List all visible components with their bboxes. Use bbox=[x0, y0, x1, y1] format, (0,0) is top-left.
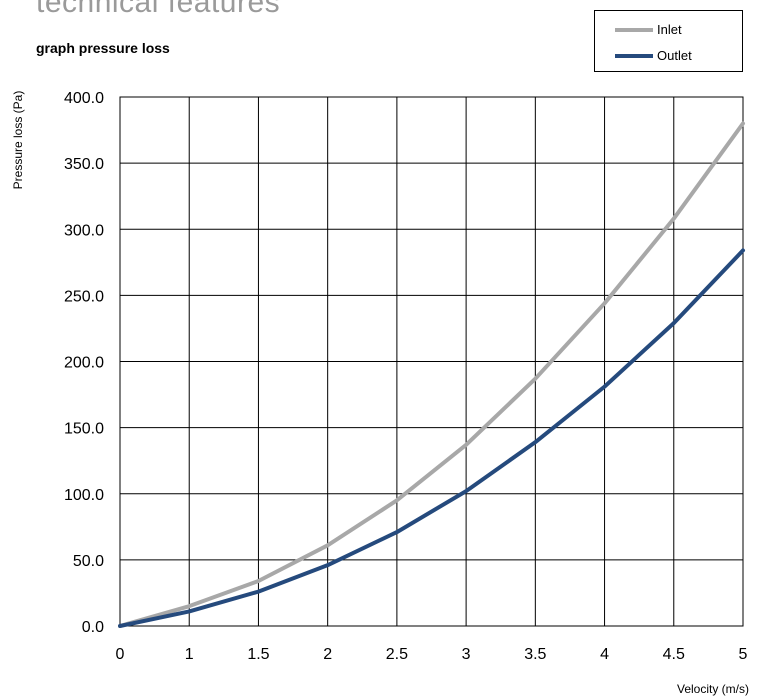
x-tick-label: 2.5 bbox=[386, 646, 408, 663]
y-tick-label: 350.0 bbox=[64, 156, 104, 173]
y-tick-label: 250.0 bbox=[64, 288, 104, 305]
data-point-inlet bbox=[188, 605, 190, 607]
data-point-inlet bbox=[465, 444, 467, 446]
y-tick-label: 400.0 bbox=[64, 90, 104, 107]
x-tick-label: 1.5 bbox=[247, 646, 269, 663]
y-tick-label: 0.0 bbox=[82, 619, 104, 636]
legend-label-outlet: Outlet bbox=[657, 48, 692, 63]
data-point-inlet bbox=[257, 580, 259, 582]
data-point-outlet bbox=[673, 322, 675, 324]
y-tick-label: 100.0 bbox=[64, 487, 104, 504]
y-tick-label: 150.0 bbox=[64, 421, 104, 438]
legend-swatch-outlet bbox=[615, 53, 653, 58]
legend-label-inlet: Inlet bbox=[657, 22, 682, 37]
x-tick-label: 5 bbox=[739, 646, 748, 663]
data-point-outlet bbox=[257, 591, 259, 593]
data-point-inlet bbox=[327, 544, 329, 546]
legend-item-outlet: Outlet bbox=[615, 48, 692, 63]
data-point-outlet bbox=[534, 441, 536, 443]
x-tick-label: 1 bbox=[185, 646, 194, 663]
x-tick-label: 0 bbox=[116, 646, 125, 663]
data-point-inlet bbox=[673, 218, 675, 220]
series-line-inlet bbox=[118, 121, 745, 628]
x-tick-label: 3 bbox=[462, 646, 471, 663]
data-point-outlet bbox=[119, 625, 121, 627]
data-point-outlet bbox=[327, 564, 329, 566]
page-heading: technical features bbox=[36, 0, 281, 19]
series-line-outlet bbox=[118, 248, 745, 628]
data-point-outlet bbox=[396, 531, 398, 533]
data-point-outlet bbox=[465, 490, 467, 492]
data-point-outlet bbox=[604, 386, 606, 388]
x-tick-label: 2 bbox=[323, 646, 332, 663]
data-point-outlet bbox=[188, 610, 190, 612]
x-tick-label: 3.5 bbox=[524, 646, 546, 663]
x-axis-label: Velocity (m/s) bbox=[676, 682, 749, 696]
y-tick-label: 200.0 bbox=[64, 355, 104, 372]
data-point-inlet bbox=[396, 499, 398, 501]
x-tick-label: 4 bbox=[600, 646, 609, 663]
y-tick-label: 50.0 bbox=[73, 553, 104, 570]
legend-swatch-inlet bbox=[615, 27, 653, 32]
data-point-outlet bbox=[742, 249, 744, 251]
data-point-inlet bbox=[742, 122, 744, 124]
data-point-inlet bbox=[604, 302, 606, 304]
chart-legend: Inlet Outlet bbox=[594, 10, 743, 72]
y-tick-label: 300.0 bbox=[64, 222, 104, 239]
legend-item-inlet: Inlet bbox=[615, 22, 682, 37]
chart-title: graph pressure loss bbox=[36, 40, 170, 56]
x-tick-label: 4.5 bbox=[663, 646, 685, 663]
data-point-inlet bbox=[534, 378, 536, 380]
